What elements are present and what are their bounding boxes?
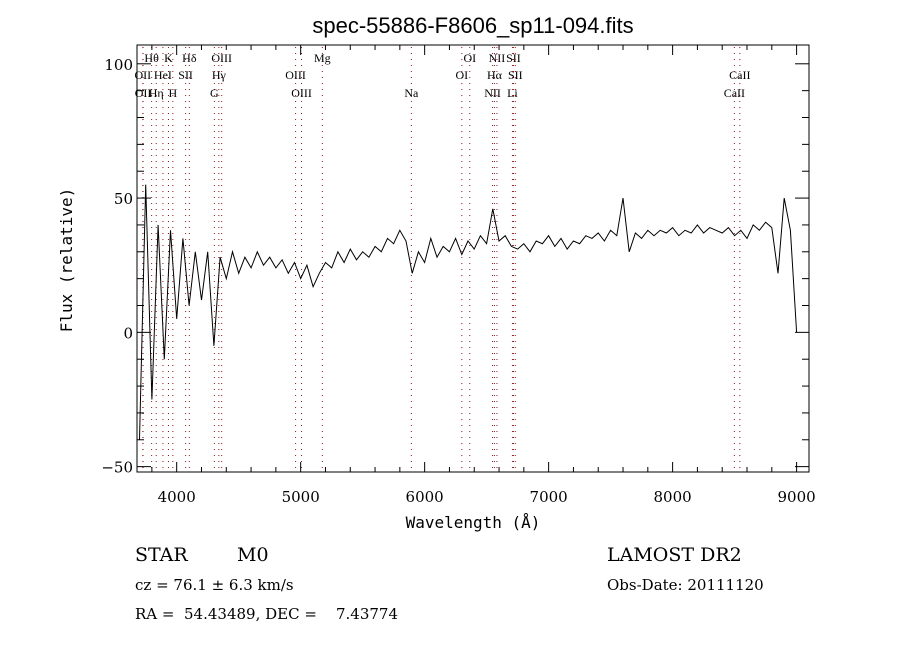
line-label: OI [456, 68, 469, 82]
line-label: HeI [154, 68, 172, 82]
line-label: H [168, 86, 177, 100]
line-label: Hθ [144, 51, 159, 65]
line-label: CaII [724, 86, 745, 100]
line-label: OI [463, 51, 476, 65]
x-tick-label: 9000 [778, 488, 816, 506]
x-axis-label: Wavelength (Å) [406, 513, 541, 532]
line-label: Hδ [182, 51, 197, 65]
line-label: SII [506, 51, 521, 65]
line-label: OII [134, 68, 151, 82]
survey-name: LAMOST DR2 [607, 544, 742, 566]
x-tick-label: 7000 [530, 488, 568, 506]
line-label: SII [178, 68, 193, 82]
spectrum-line [139, 184, 798, 440]
y-tick-label: 100 [104, 56, 133, 74]
line-label: OIII [285, 68, 306, 82]
line-label: OIII [291, 86, 312, 100]
y-axis-label: Flux (relative) [57, 188, 76, 333]
line-label: OIII [211, 51, 232, 65]
axis-ticks: 4000 5000 6000 7000 8000 9000 −50 0 50 100 [101, 45, 816, 506]
x-tick-label: 8000 [654, 488, 692, 506]
line-label: Li [507, 86, 518, 100]
line-label: NII [484, 86, 501, 100]
line-label: K [164, 51, 173, 65]
x-tick-label: 6000 [406, 488, 444, 506]
line-label: Mg [314, 51, 331, 65]
line-label: CaII [729, 68, 750, 82]
object-subclass: M0 [237, 544, 269, 566]
line-label: G [210, 86, 219, 100]
line-label: Hγ [212, 68, 227, 82]
line-label: OII [135, 86, 152, 100]
x-tick-label: 4000 [158, 488, 196, 506]
x-tick-label: 5000 [282, 488, 320, 506]
y-tick-label: −50 [101, 459, 133, 477]
redshift-text: cz = 76.1 ± 6.3 km/s [135, 576, 294, 594]
obs-date: Obs-Date: 20111120 [607, 576, 764, 594]
y-tick-label: 0 [123, 324, 133, 342]
line-label: Hα [487, 68, 503, 82]
chart-title: spec-55886-F8606_sp11-094.fits [312, 13, 633, 38]
plot-frame [136, 44, 810, 473]
coordinates-text: RA = 54.43489, DEC = 7.43774 [135, 605, 398, 623]
line-label: NII [489, 51, 506, 65]
object-class: STAR [135, 544, 188, 566]
line-label: Na [404, 86, 419, 100]
line-label: SII [508, 68, 523, 82]
line-label: Hη [149, 86, 164, 100]
y-tick-label: 50 [114, 190, 133, 208]
